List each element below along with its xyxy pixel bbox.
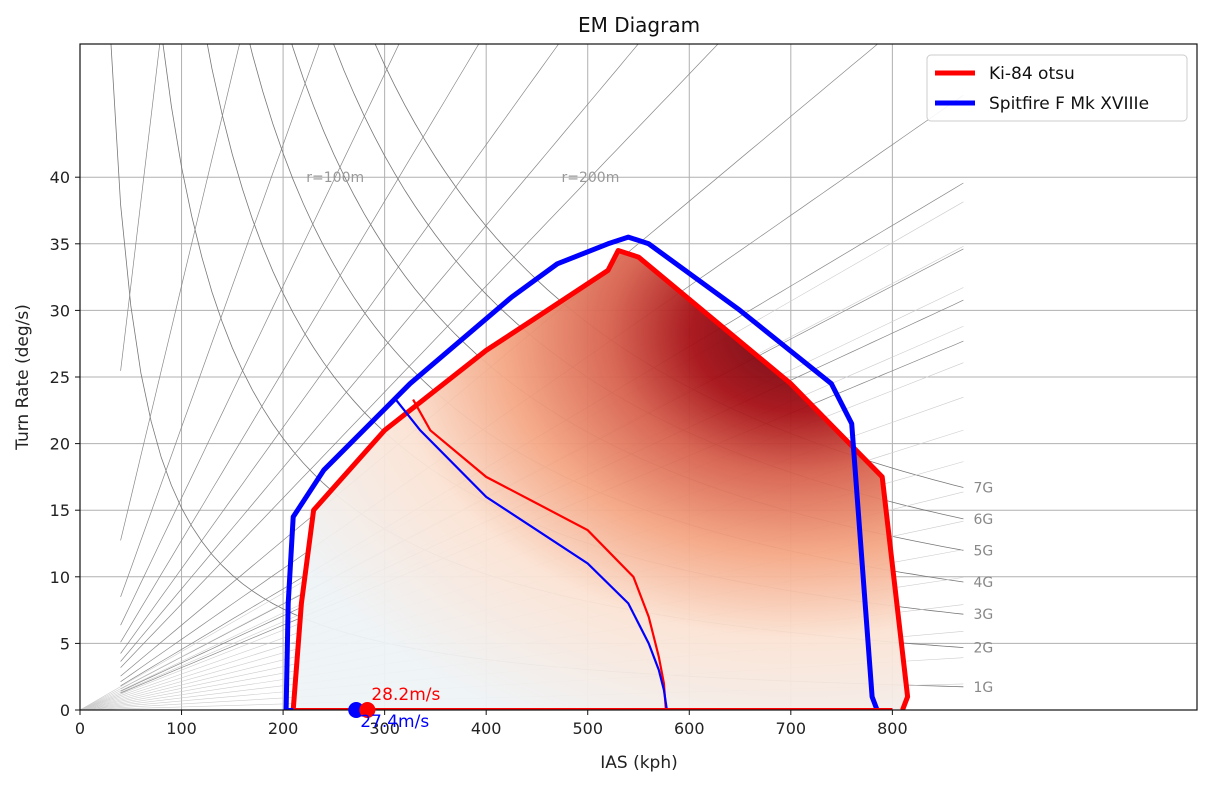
y-axis-title: Turn Rate (deg/s) — [13, 304, 33, 451]
y-tick-label: 25 — [50, 368, 70, 387]
g-load-label: 3G — [973, 607, 993, 623]
g-load-label: 2G — [973, 641, 993, 657]
sustained-turn-line — [412, 399, 667, 710]
x-tick-label: 400 — [471, 719, 502, 738]
y-tick-label: 15 — [50, 501, 70, 520]
y-tick-label: 20 — [50, 435, 70, 454]
heatmap-fill — [293, 250, 908, 710]
g-load-label: 7G — [973, 481, 993, 497]
g-load-label: 4G — [973, 575, 993, 591]
x-axis-title: IAS (kph) — [600, 753, 678, 773]
y-tick-label: 30 — [50, 301, 70, 320]
marker-label: 28.2m/s — [371, 685, 440, 705]
y-tick-label: 40 — [50, 168, 70, 187]
turn-radius-label: r=100m — [306, 170, 364, 186]
turn-radius-curve — [120, 44, 560, 654]
g-load-label: 5G — [973, 543, 993, 559]
corner-speed-marker — [359, 702, 376, 718]
x-tick-label: 0 — [75, 719, 85, 738]
y-tick-label: 35 — [50, 235, 70, 254]
corner-speed-marker — [348, 702, 365, 718]
axis-ticks: 0 100 200 300 400 500 600 700 800 0 5 10 15 20 25 30 35 4… — [50, 168, 908, 738]
legend-entry: Spitfire F Mk XVIIIe — [989, 94, 1149, 114]
x-tick-label: 300 — [369, 719, 400, 738]
envelope-line — [283, 234, 880, 710]
turn-radius-curve — [120, 44, 400, 626]
sustained-turn-line — [393, 397, 668, 710]
series-lines — [283, 234, 911, 710]
speed-markers: 28.2m/s 27.4m/s — [348, 685, 441, 732]
turn-radius-label: r=200m — [561, 170, 619, 186]
x-tick-label: 800 — [877, 719, 908, 738]
turn-radius-curve — [120, 44, 639, 662]
x-tick-label: 100 — [166, 719, 197, 738]
marker-label: 27.4m/s — [360, 712, 429, 732]
y-tick-label: 0 — [60, 701, 70, 720]
x-tick-label: 200 — [268, 719, 299, 738]
legend: Ki-84 otsu Spitfire F Mk XVIIIe — [926, 54, 1188, 122]
x-tick-label: 500 — [572, 719, 603, 738]
g-load-label: 6G — [973, 512, 993, 528]
turn-radius-curve — [120, 44, 320, 598]
x-tick-label: 700 — [776, 719, 807, 738]
turn-radius-curve — [120, 44, 480, 643]
x-tick-label: 600 — [674, 719, 705, 738]
y-tick-label: 5 — [60, 634, 70, 653]
legend-box — [926, 54, 1188, 122]
chart-title: EM Diagram — [578, 13, 700, 37]
guide-labels: 1G 2G 3G 4G 5G 6G 7G r=100m r=200m — [306, 170, 993, 696]
envelope-line — [290, 248, 911, 710]
legend-entry: Ki-84 otsu — [989, 64, 1075, 84]
turn-radius-curve — [120, 44, 719, 668]
energy-heatmap — [293, 250, 908, 710]
g-load-label: 1G — [973, 680, 993, 696]
y-tick-label: 10 — [50, 568, 70, 587]
